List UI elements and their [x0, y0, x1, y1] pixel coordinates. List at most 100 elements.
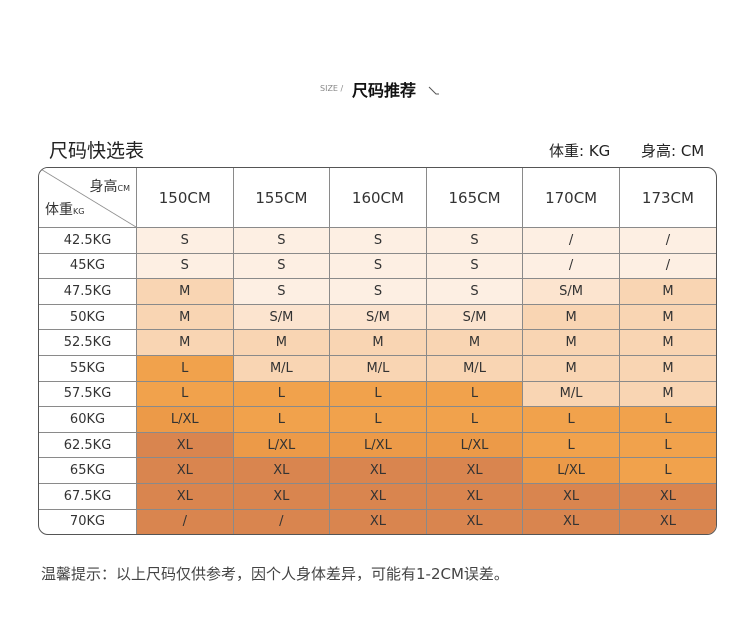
size-cell: M — [618, 380, 716, 408]
size-cell: S — [232, 227, 331, 254]
weight-cell: 52.5KG — [39, 329, 137, 356]
size-cell: L — [329, 406, 427, 433]
size-cell: L/XL — [425, 431, 524, 459]
size-cell: S — [136, 252, 234, 280]
size-cell: M — [522, 329, 620, 356]
weight-cell: 50KG — [39, 303, 137, 331]
size-cell: XL — [329, 457, 427, 484]
size-cell: XL — [329, 508, 427, 534]
size-cell: XL — [136, 457, 234, 484]
weight-cell: 67.5KG — [39, 482, 137, 510]
size-cell: S — [329, 227, 427, 254]
size-cell: S/M — [232, 303, 331, 331]
size-cell: XL — [329, 482, 427, 510]
size-cell: L/XL — [136, 406, 234, 433]
unit-weight: 体重: KG — [549, 142, 611, 160]
size-cell: S — [232, 252, 331, 280]
corner-height: 身高CM — [90, 176, 131, 196]
size-cell: M — [618, 354, 716, 382]
header-icon — [428, 86, 439, 95]
column-header: 155CM — [232, 168, 331, 228]
size-cell: / — [618, 252, 716, 280]
column-header: 170CM — [522, 168, 620, 228]
column-header: 173CM — [618, 168, 716, 228]
size-cell: L — [522, 431, 620, 459]
size-cell: XL — [618, 482, 716, 510]
size-cell: XL — [232, 457, 331, 484]
header-row: 身高CM 体重KG 150CM 155CM 160CM 165CM 170CM 173CM — [39, 168, 716, 228]
size-cell: / — [618, 227, 716, 254]
size-cell: S — [425, 227, 524, 254]
size-cell: M — [136, 329, 234, 356]
corner-weight-unit: KG — [73, 207, 85, 216]
size-cell: M — [136, 303, 234, 331]
size-cell: L — [136, 354, 234, 382]
weight-cell: 60KG — [39, 406, 137, 433]
size-row: 62.5KG XL L/XL L/XL L/XL L L — [39, 431, 716, 459]
size-row: 65KG XL XL XL XL L/XL L — [39, 457, 716, 484]
size-row: 50KG M S/M S/M S/M M M — [39, 303, 716, 331]
corner-height-unit: CM — [117, 184, 131, 193]
unit-height: 身高: CM — [641, 142, 705, 160]
size-cell: / — [522, 252, 620, 280]
size-cell: S — [232, 278, 331, 305]
size-cell: L — [618, 431, 716, 459]
size-cell: M — [329, 329, 427, 356]
weight-cell: 65KG — [39, 457, 137, 484]
size-cell: L — [136, 380, 234, 408]
size-cell: S/M — [329, 303, 427, 331]
size-cell: XL — [425, 482, 524, 510]
size-cell: L/XL — [329, 431, 427, 459]
size-cell: L — [618, 406, 716, 433]
size-row: 55KG L M/L M/L M/L M M — [39, 354, 716, 382]
size-cell: XL — [522, 508, 620, 534]
size-cell: L/XL — [522, 457, 620, 484]
size-cell: M — [232, 329, 331, 356]
corner-height-label: 身高 — [89, 179, 118, 195]
header-title: 尺码推荐 — [352, 81, 417, 100]
size-cell: XL — [136, 482, 234, 510]
size-cell: M — [522, 354, 620, 382]
size-cell: L — [329, 380, 427, 408]
weight-cell: 47.5KG — [39, 278, 137, 305]
weight-cell: 70KG — [39, 508, 137, 534]
corner-weight: 体重KG — [45, 199, 84, 219]
weight-cell: 57.5KG — [39, 380, 137, 408]
size-cell: XL — [618, 508, 716, 534]
size-cell: L — [522, 406, 620, 433]
size-cell: S — [136, 227, 234, 254]
size-cell: L — [618, 457, 716, 484]
note: 温馨提示：以上尺码仅供参考，因个人身体差异，可能有1-2CM误差。 — [41, 565, 509, 583]
size-cell: L — [232, 380, 331, 408]
size-cell: L/XL — [232, 431, 331, 459]
size-table: 身高CM 体重KG 150CM 155CM 160CM 165CM 170CM 173CM 42… — [38, 167, 717, 535]
size-cell: M/L — [522, 380, 620, 408]
size-cell: L — [425, 380, 524, 408]
size-cell: S — [425, 252, 524, 280]
weight-cell: 42.5KG — [39, 227, 137, 254]
size-cell: M — [136, 278, 234, 305]
size-row: 42.5KG S S S S / / — [39, 227, 716, 254]
size-row: 67.5KG XL XL XL XL XL XL — [39, 482, 716, 510]
size-cell: XL — [136, 431, 234, 459]
size-cell: XL — [232, 482, 331, 510]
size-row: 52.5KG M M M M M M — [39, 329, 716, 356]
size-label: SIZE / — [320, 84, 344, 93]
size-cell: XL — [522, 482, 620, 510]
size-cell: M/L — [425, 354, 524, 382]
size-cell: XL — [425, 457, 524, 484]
size-cell: S — [425, 278, 524, 305]
size-cell: / — [232, 508, 331, 534]
weight-cell: 45KG — [39, 252, 137, 280]
size-cell: / — [522, 227, 620, 254]
size-cell: S — [329, 278, 427, 305]
weight-cell: 62.5KG — [39, 431, 137, 459]
column-header: 150CM — [136, 168, 234, 228]
column-header: 165CM — [425, 168, 524, 228]
size-cell: M — [618, 278, 716, 305]
size-row: 60KG L/XL L L L L L — [39, 406, 716, 433]
column-header: 160CM — [329, 168, 427, 228]
size-cell: S — [329, 252, 427, 280]
size-cell: M — [425, 329, 524, 356]
